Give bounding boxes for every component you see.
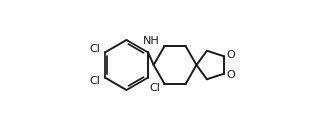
Text: O: O xyxy=(227,70,235,80)
Text: NH: NH xyxy=(143,37,160,47)
Text: Cl: Cl xyxy=(150,83,161,93)
Text: Cl: Cl xyxy=(89,76,100,86)
Text: Cl: Cl xyxy=(89,44,100,54)
Text: O: O xyxy=(227,50,235,60)
